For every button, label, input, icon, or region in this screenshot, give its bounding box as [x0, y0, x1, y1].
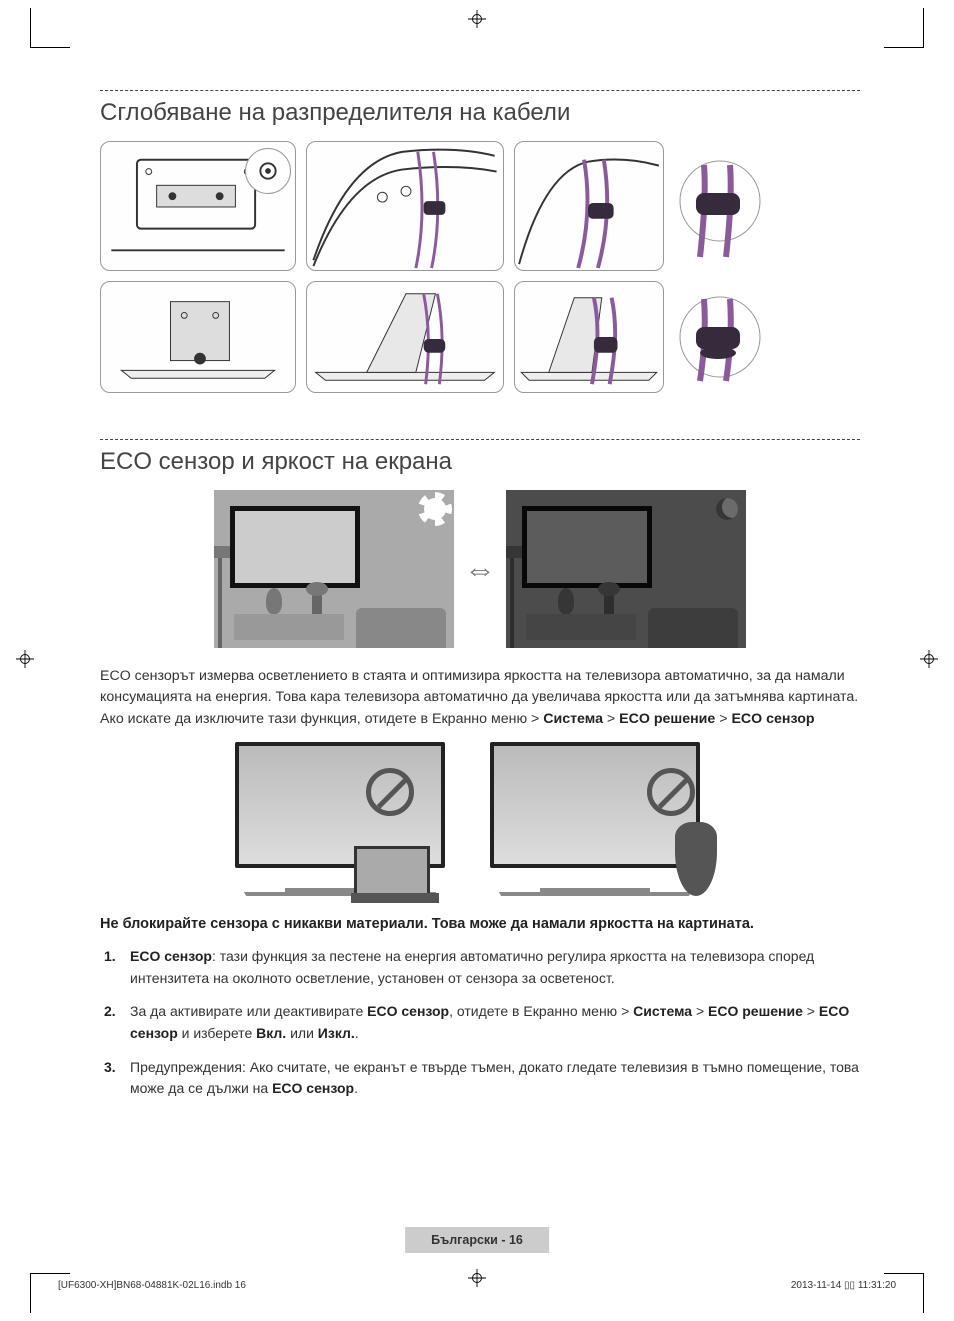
stand-cable-rear-icon [515, 282, 663, 392]
clip-detail-icon [674, 141, 766, 271]
registration-mark-left [16, 650, 34, 668]
list-item: ECO сензор: тази функция за пестене на е… [104, 946, 860, 989]
page-number: Български - 16 [405, 1227, 549, 1253]
divider [100, 439, 860, 440]
divider [100, 90, 860, 91]
print-footer: [UF6300-XH]BN68-04881K-02L16.indb 16 201… [58, 1280, 896, 1291]
cable-rear-icon [515, 142, 663, 270]
room-bright-illustration [214, 490, 454, 648]
list-item: За да активирате или деактивирате ECO се… [104, 1001, 860, 1044]
diagram-panel [306, 141, 504, 271]
footer-left: [UF6300-XH]BN68-04881K-02L16.indb 16 [58, 1280, 246, 1291]
diagram-row-2 [100, 281, 860, 393]
prohibit-icon [647, 768, 695, 816]
section-cable-assembly: Сглобяване на разпределителя на кабели [100, 90, 860, 393]
diagram-detail [674, 281, 766, 393]
prohibit-illustrations [100, 742, 860, 896]
tv-blocked-laptop [235, 742, 470, 896]
footer-right: 2013-11-14 ▯▯ 11:31:20 [791, 1280, 896, 1291]
registration-mark-top [468, 10, 486, 28]
diagram-panel [100, 281, 296, 393]
section-heading: Сглобяване на разпределителя на кабели [100, 99, 860, 127]
diagram-panel [514, 281, 664, 393]
zoom-circle [245, 148, 291, 194]
tv-blocked-vase [490, 742, 725, 896]
cable-routing-icon [307, 142, 503, 270]
instruction-list: ECO сензор: тази функция за пестене на е… [100, 946, 860, 1100]
prohibit-icon [366, 768, 414, 816]
section-heading: ECO сензор и яркост на екрана [100, 448, 860, 476]
double-arrow-icon: ⇔ [464, 551, 496, 588]
diagram-row-1 [100, 141, 860, 271]
diagram-panel [306, 281, 504, 393]
diagram-panel [514, 141, 664, 271]
sun-icon [424, 498, 446, 520]
moon-icon [716, 498, 738, 520]
clip-detail-2-icon [674, 281, 766, 393]
room-dark-illustration [506, 490, 746, 648]
eco-comparison: ⇔ [100, 490, 860, 648]
diagram-detail [674, 141, 766, 271]
stand-cable-icon [307, 282, 503, 392]
section-eco-sensor: ECO сензор и яркост на екрана ⇔ ECO сенз… [100, 439, 860, 1100]
diagram-panel [100, 141, 296, 271]
list-item: Предупреждения: Ако считате, че екранът … [104, 1057, 860, 1100]
stand-front-icon [101, 282, 295, 392]
warning-text: Не блокирайте сензора с никакви материал… [100, 916, 860, 932]
registration-mark-right [920, 650, 938, 668]
eco-description: ECO сензорът измерва осветлението в стая… [100, 666, 860, 730]
